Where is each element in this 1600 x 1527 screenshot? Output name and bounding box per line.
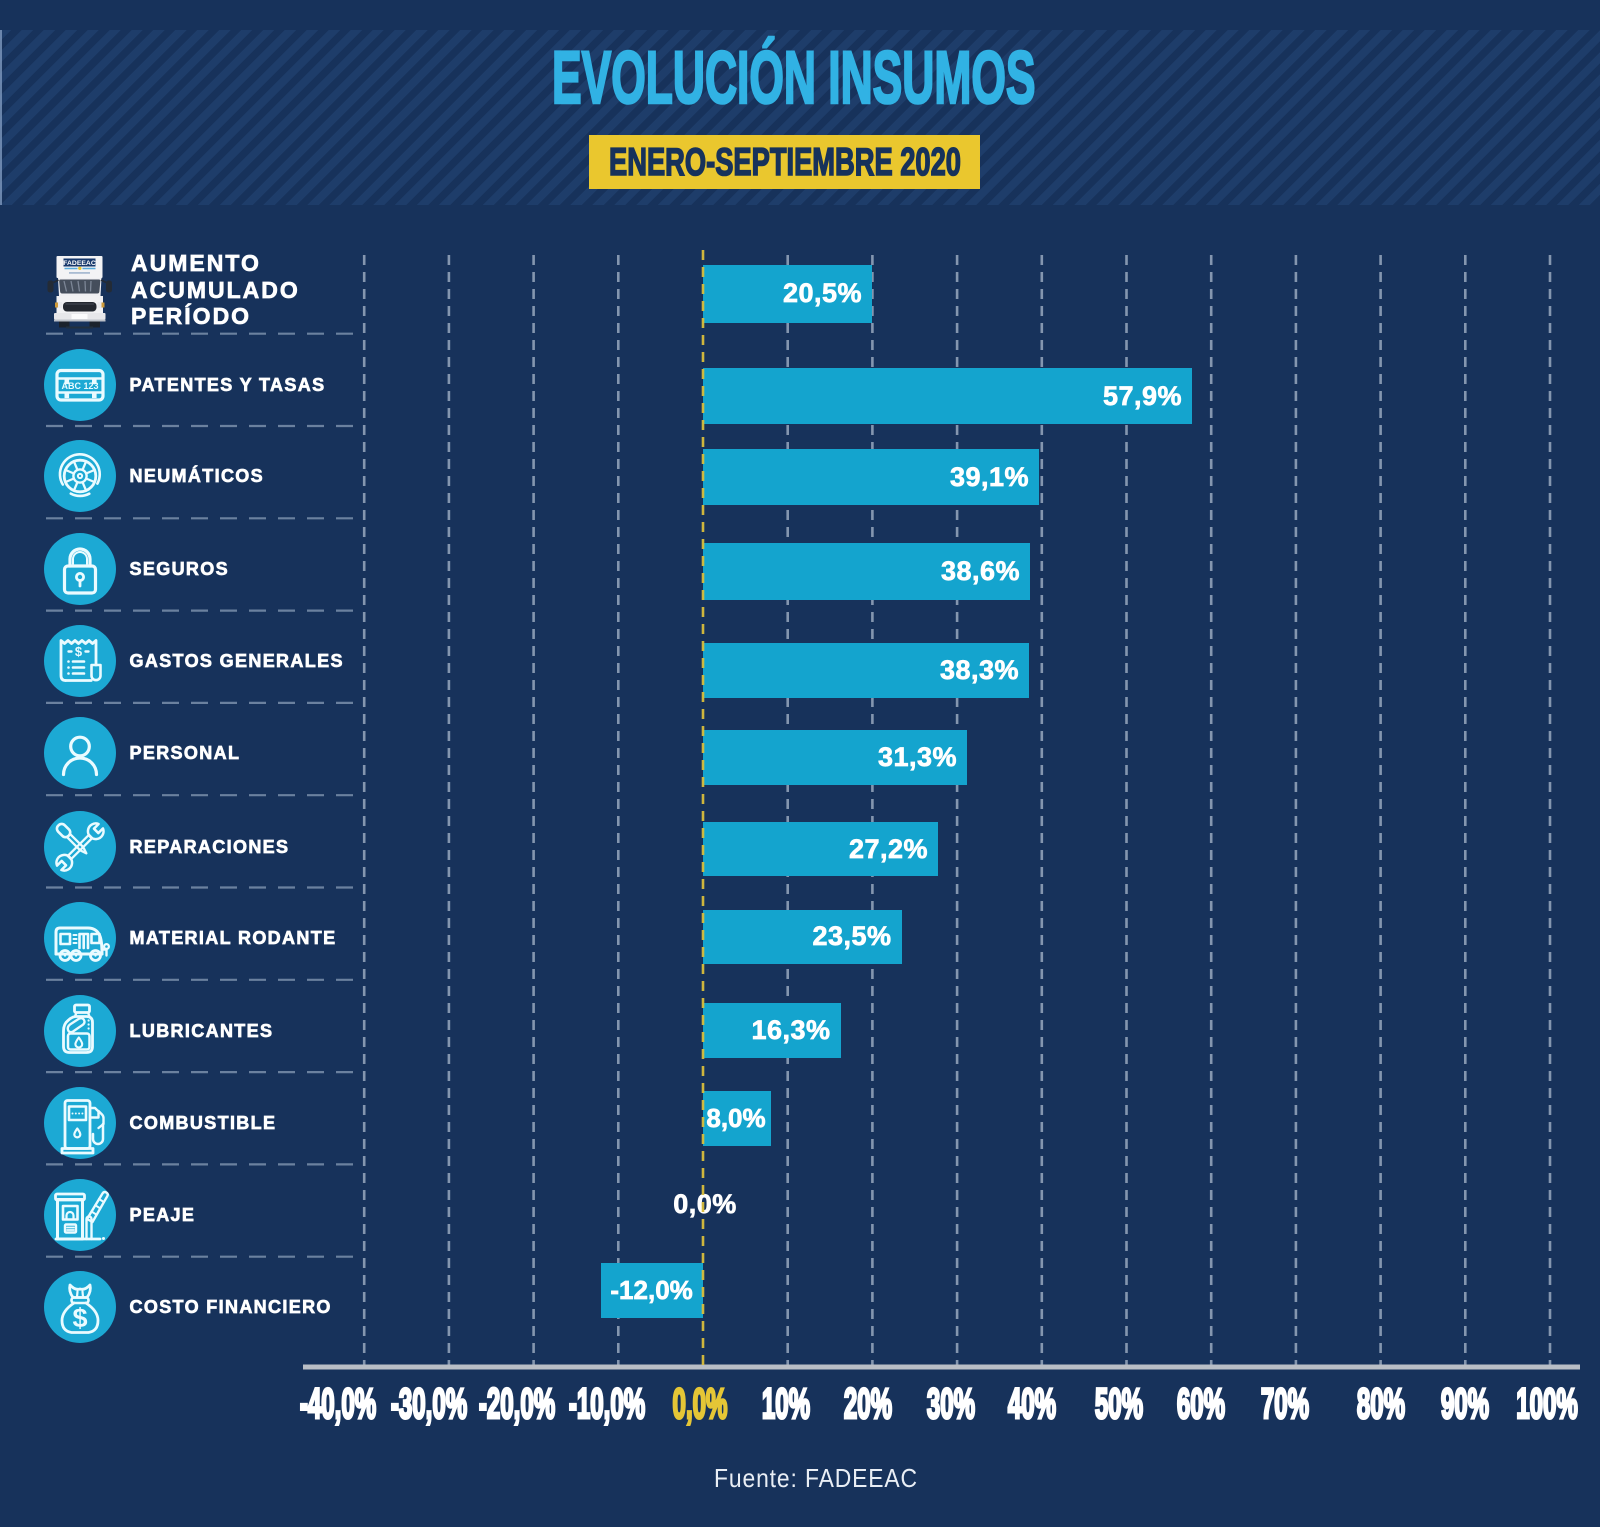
svg-text:$: $ [72,1303,87,1333]
svg-text:ABC 123: ABC 123 [61,381,98,391]
svg-text:FADEEAC: FADEEAC [63,260,96,267]
svg-text:$: $ [75,644,83,659]
